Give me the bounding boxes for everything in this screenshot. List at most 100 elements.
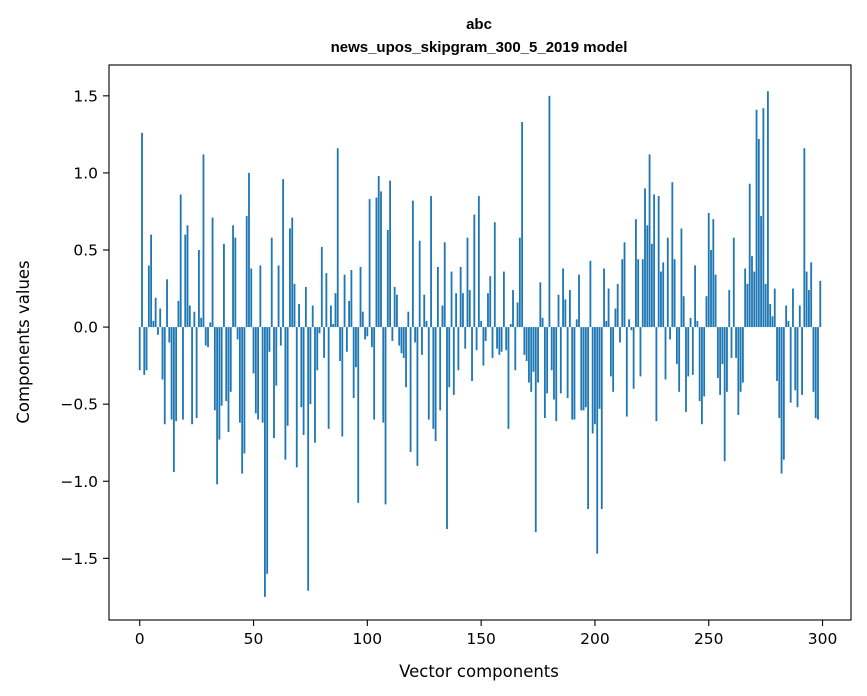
bar (773, 288, 776, 328)
bar (402, 327, 405, 358)
bar (475, 327, 478, 351)
bar (682, 296, 685, 328)
bar (507, 327, 510, 429)
bar (675, 327, 678, 365)
bar (516, 302, 519, 328)
bar (678, 327, 681, 392)
bar (257, 327, 259, 420)
bar (166, 279, 168, 328)
bar (191, 327, 193, 425)
bar (471, 327, 473, 382)
bar (771, 316, 774, 328)
bar (359, 266, 362, 328)
bar (200, 317, 203, 328)
bar (286, 327, 289, 426)
bar (434, 327, 437, 442)
bar (559, 327, 562, 394)
bar (637, 259, 640, 328)
bar (789, 327, 792, 403)
bar (466, 237, 469, 328)
bar (543, 327, 546, 419)
bar (473, 214, 476, 328)
bar (386, 229, 389, 328)
bar (650, 243, 653, 328)
bar (477, 196, 480, 328)
bar (414, 327, 417, 343)
bar (744, 268, 747, 328)
bar (732, 237, 735, 328)
bar (423, 294, 426, 328)
bar (204, 327, 207, 346)
bar (582, 327, 585, 411)
bar (141, 132, 143, 328)
bar (794, 327, 797, 391)
bar (600, 327, 603, 509)
bar (812, 327, 815, 392)
bar (188, 305, 191, 328)
bar (229, 327, 232, 392)
bar (666, 237, 669, 328)
bar (343, 274, 346, 328)
bar (532, 327, 535, 372)
bar (505, 327, 508, 351)
bar (655, 327, 658, 422)
bar (596, 327, 599, 554)
bar (213, 327, 216, 411)
bar (339, 327, 341, 361)
bar (764, 283, 767, 328)
bar (393, 287, 396, 328)
bar (546, 327, 549, 394)
y-tick-label: −0.5 (60, 396, 98, 414)
bar (259, 265, 262, 328)
bar (277, 265, 280, 328)
bar (396, 294, 398, 328)
bar (268, 327, 271, 352)
bar (332, 324, 335, 328)
bar (632, 327, 635, 389)
bar (814, 327, 817, 419)
bar (548, 95, 551, 328)
bar (748, 183, 751, 328)
bar (446, 327, 448, 530)
bar (318, 327, 321, 334)
bar (418, 240, 421, 328)
bar (648, 154, 651, 328)
bar (150, 234, 153, 328)
bar (375, 197, 378, 328)
bar (509, 324, 512, 328)
bar (448, 327, 451, 388)
bar (407, 311, 410, 328)
bar (195, 327, 198, 419)
bar (357, 327, 360, 503)
bar (625, 327, 628, 417)
bar (541, 317, 544, 328)
bar (653, 194, 656, 328)
bar (238, 327, 241, 423)
bar (450, 271, 453, 328)
bar (266, 327, 269, 574)
bar (514, 327, 517, 371)
bar (391, 327, 394, 341)
bar (605, 320, 608, 328)
y-tick-label: 1.0 (73, 164, 98, 182)
bar (550, 327, 553, 371)
bar (628, 319, 630, 328)
bar (348, 300, 351, 328)
bar (573, 327, 576, 420)
bar (236, 327, 239, 340)
bar (368, 199, 371, 328)
bar (737, 327, 740, 415)
bar (726, 327, 728, 392)
bar (411, 200, 414, 328)
bar (427, 327, 430, 420)
bar (307, 327, 310, 591)
bar (500, 327, 503, 352)
bar (757, 139, 760, 328)
bar (202, 154, 205, 328)
bar (366, 327, 369, 337)
bar (805, 271, 808, 328)
bar (430, 196, 432, 328)
bar (796, 327, 799, 408)
bar (432, 327, 435, 429)
bar (780, 327, 783, 474)
